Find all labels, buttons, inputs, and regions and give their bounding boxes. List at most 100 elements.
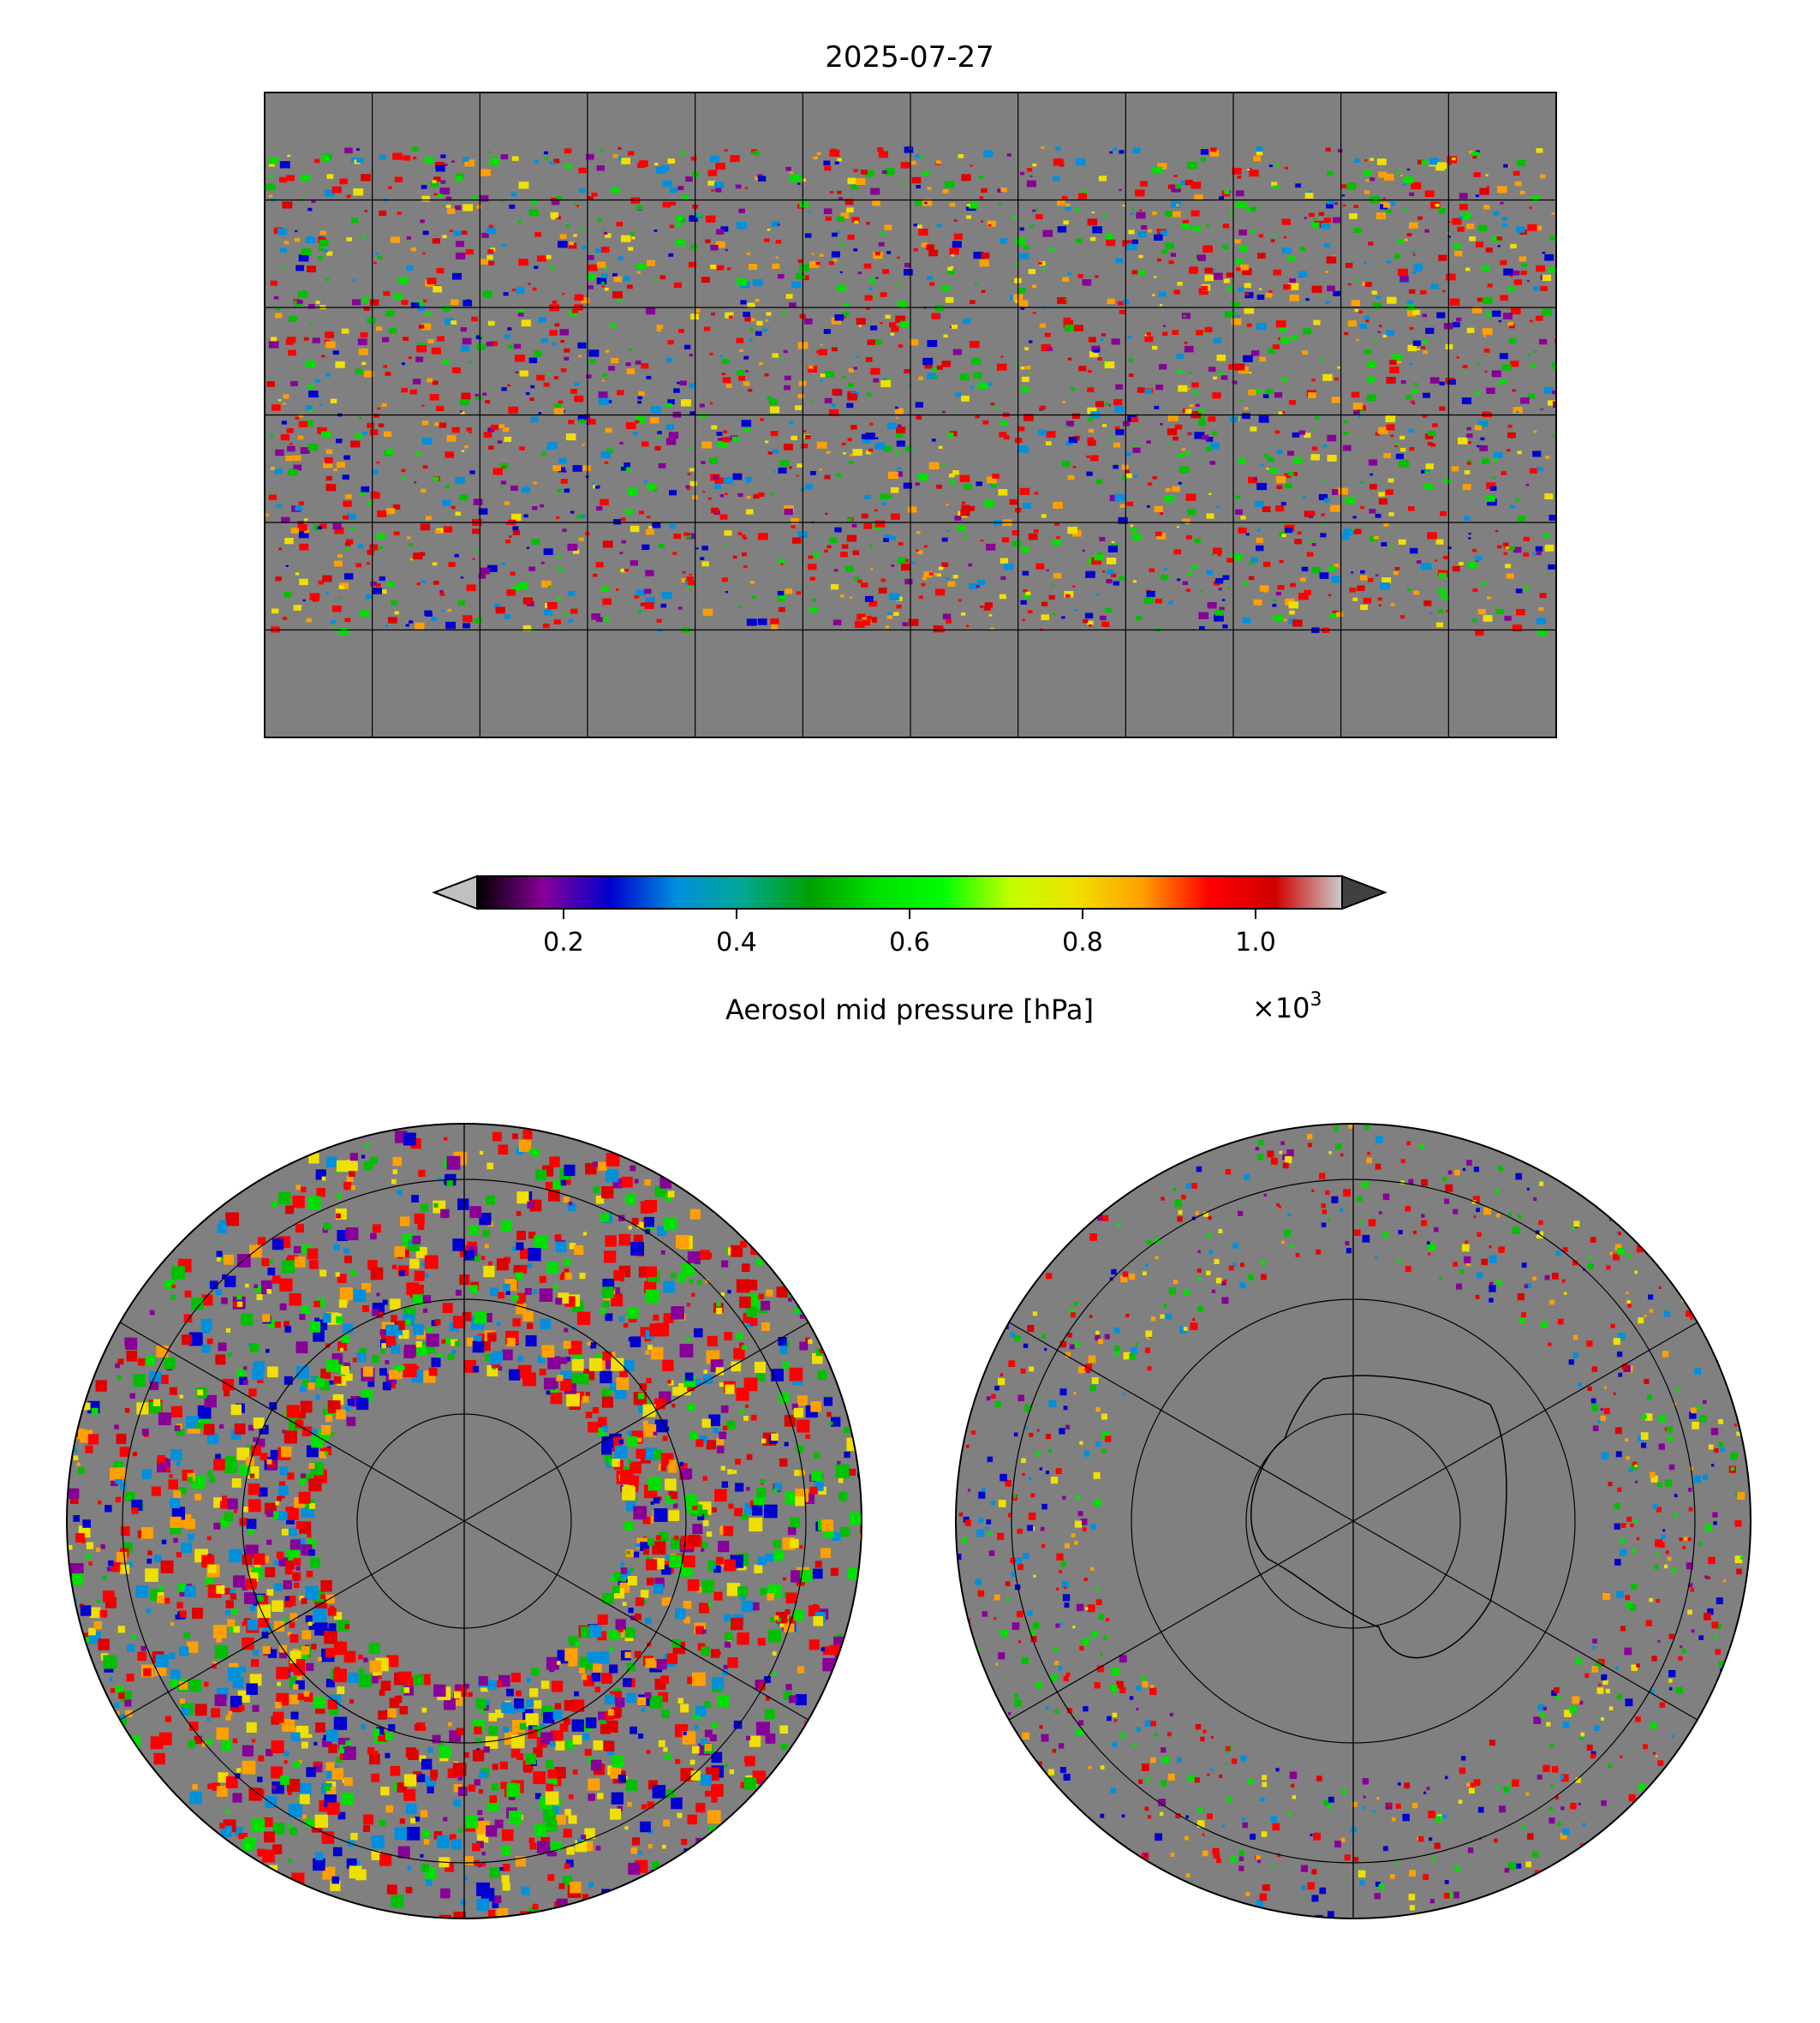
data-cell	[656, 328, 661, 332]
data-cell	[219, 1220, 227, 1227]
data-cell	[1111, 1268, 1117, 1275]
data-cell	[1298, 430, 1305, 435]
data-cell	[1181, 223, 1190, 230]
data-cell	[516, 1690, 522, 1697]
data-cell	[367, 550, 374, 555]
data-cell	[1512, 1226, 1520, 1234]
data-cell	[351, 218, 359, 224]
data-cell	[427, 378, 433, 383]
data-cell	[442, 235, 447, 239]
data-cell	[1224, 1279, 1227, 1283]
data-cell	[670, 1272, 677, 1279]
data-cell	[874, 251, 880, 256]
data-cell	[1501, 471, 1507, 475]
data-cell	[636, 271, 641, 274]
data-cell	[1250, 557, 1259, 563]
data-cell	[218, 1342, 227, 1352]
data-cell	[242, 1760, 256, 1775]
data-cell	[297, 523, 307, 531]
data-cell	[1409, 547, 1418, 554]
data-cell	[654, 1185, 666, 1197]
data-cell	[389, 1370, 398, 1380]
data-cell	[507, 327, 512, 331]
data-cell	[812, 1568, 823, 1579]
data-cell	[432, 562, 438, 566]
data-cell	[1477, 608, 1486, 615]
data-cell	[297, 521, 304, 526]
data-cell	[170, 1516, 182, 1528]
data-cell	[544, 157, 548, 160]
data-cell	[731, 1361, 742, 1372]
data-cell	[239, 1376, 248, 1385]
data-cell	[517, 582, 528, 590]
data-cell	[1061, 195, 1068, 200]
data-cell	[1288, 601, 1298, 609]
data-cell	[543, 1711, 555, 1724]
data-cell	[615, 1619, 626, 1630]
data-cell	[344, 546, 349, 551]
data-cell	[489, 1353, 501, 1365]
data-cell	[476, 1882, 490, 1896]
data-cell	[823, 329, 831, 334]
data-cell	[367, 1380, 375, 1387]
data-cell	[895, 315, 906, 323]
data-cell	[1412, 254, 1416, 256]
data-cell	[743, 1777, 757, 1790]
data-cell	[744, 187, 749, 189]
data-cell	[931, 313, 940, 319]
data-cell	[696, 1513, 705, 1521]
data-cell	[1102, 214, 1107, 218]
data-cell	[1041, 514, 1047, 518]
data-cell	[1224, 311, 1234, 318]
data-cell	[1029, 175, 1033, 177]
data-cell	[823, 1397, 833, 1406]
data-cell	[106, 1566, 111, 1572]
data-cell	[1331, 576, 1342, 583]
data-cell	[771, 221, 780, 227]
data-cell	[809, 260, 820, 268]
data-cell	[1475, 559, 1479, 563]
data-cell	[1300, 577, 1306, 582]
data-cell	[558, 241, 568, 248]
data-cell	[1626, 1602, 1632, 1609]
data-cell	[455, 511, 462, 516]
data-cell	[218, 1772, 229, 1783]
data-cell	[462, 1311, 472, 1322]
data-cell	[239, 1518, 248, 1526]
data-cell	[694, 1725, 699, 1729]
data-cell	[379, 1819, 386, 1827]
data-cell	[1172, 330, 1179, 335]
data-cell	[679, 1463, 688, 1471]
data-cell	[460, 327, 467, 332]
data-cell	[471, 1253, 480, 1262]
data-cell	[644, 1216, 655, 1227]
data-cell	[1206, 224, 1210, 227]
data-cell	[319, 1269, 327, 1277]
data-cell	[641, 1804, 647, 1810]
data-cell	[1262, 394, 1269, 398]
data-cell	[864, 595, 874, 602]
data-cell	[689, 354, 694, 357]
data-cell	[120, 1526, 130, 1537]
data-cell	[473, 498, 483, 505]
data-cell	[445, 1338, 452, 1345]
data-cell	[675, 223, 681, 227]
data-cell	[333, 1716, 348, 1730]
data-cell	[947, 266, 953, 271]
data-cell	[1708, 1556, 1716, 1565]
data-cell	[1479, 445, 1489, 451]
data-cell	[282, 617, 288, 620]
data-cell	[268, 1319, 277, 1328]
data-cell	[999, 203, 1003, 206]
data-cell	[995, 1662, 999, 1666]
data-cell	[1333, 290, 1341, 296]
data-cell	[367, 317, 376, 324]
data-cell	[977, 382, 988, 390]
data-cell	[332, 522, 342, 530]
data-cell	[1196, 330, 1203, 336]
data-cell	[891, 564, 895, 567]
data-cell	[278, 547, 283, 551]
data-cell	[785, 1684, 792, 1691]
data-cell	[667, 1191, 675, 1198]
data-cell	[1207, 601, 1217, 609]
